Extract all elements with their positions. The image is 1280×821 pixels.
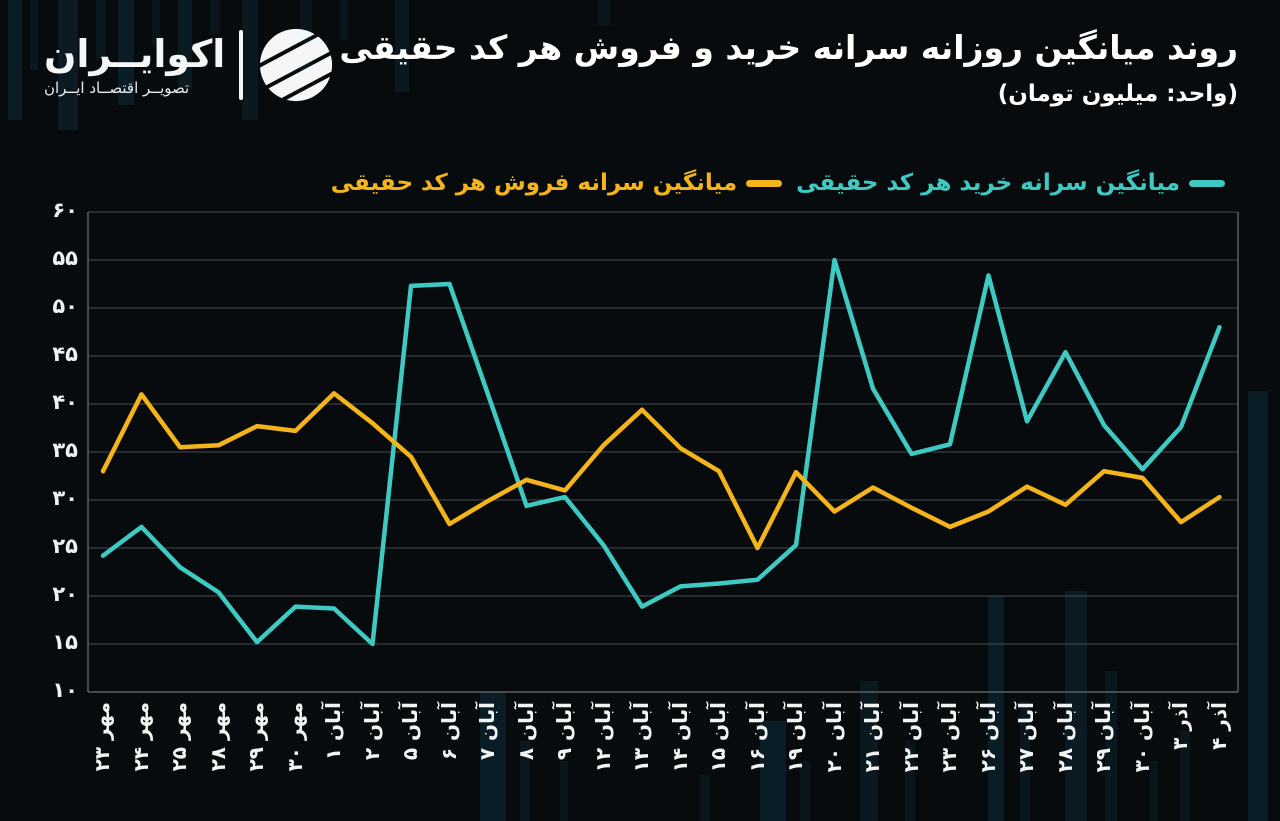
x-axis-tick-label: مهر ۲۵ — [167, 702, 191, 772]
bg-bar — [118, 0, 134, 105]
x-axis-tick-label: آبان ۲۰ — [821, 702, 846, 773]
bg-bar — [340, 0, 348, 40]
y-axis-tick-label: ۲۵ — [52, 534, 78, 558]
x-axis-tick-label: آبان ۲۳ — [937, 702, 961, 773]
x-axis-tick-label: آبان ۲۲ — [898, 702, 923, 773]
bg-bar — [480, 691, 506, 821]
x-axis-tick-label: آبان ۹ — [552, 702, 576, 761]
chart-unit-subtitle: (واحد: میلیون تومان) — [997, 81, 1238, 107]
brand-tagline: تصویــر اقتصــاد ایــران — [44, 78, 190, 97]
buy-series-marker-icon — [1189, 179, 1225, 187]
buy-series-line — [100, 257, 1222, 647]
bg-bar — [210, 0, 220, 34]
bg-bar — [58, 0, 78, 130]
x-axis-tick-label: آبان ۲۱ — [860, 702, 884, 773]
bg-bar — [760, 721, 786, 821]
sell-series-line — [100, 391, 1222, 551]
y-axis-tick-label: ۶۰ — [52, 198, 78, 222]
x-axis-tick-label: آبان ۱۳ — [629, 702, 653, 773]
x-axis-tick-label: آبان ۲۹ — [1091, 702, 1115, 773]
brand-name: اکوایــران — [44, 32, 226, 77]
y-axis-tick-label: ۴۰ — [52, 390, 78, 414]
x-axis-tick-label: آبان ۱۹ — [783, 702, 807, 773]
bg-bar — [560, 761, 568, 821]
x-axis-tick-label: آبان ۱۵ — [706, 702, 730, 773]
x-axis-tick-label: آبان ۲۸ — [1052, 702, 1077, 773]
bg-bar — [1020, 701, 1030, 821]
bg-bar — [242, 0, 258, 120]
chart-legend: میانگین سرانه خرید هر کد حقیقی میانگین س… — [331, 170, 1225, 196]
bg-bar — [96, 0, 106, 60]
bg-bar — [598, 0, 610, 26]
legend-entry-buy: میانگین سرانه خرید هر کد حقیقی — [796, 170, 1225, 196]
y-axis-tick-label: ۵۰ — [52, 294, 78, 318]
bg-bar — [988, 596, 1004, 821]
x-axis-tick-label: آبان ۱۲ — [590, 702, 615, 773]
bg-bar — [1248, 391, 1268, 821]
x-axis-tick-label: آبان ۷ — [475, 702, 499, 761]
x-axis-tick-label: آبان ۶ — [436, 702, 461, 761]
y-axis-tick-label: ۱۰ — [52, 678, 78, 702]
x-axis-tick-label: آبان ۱ — [321, 702, 345, 761]
x-axis-tick-label: مهر ۲۸ — [205, 702, 230, 772]
bg-bar — [1065, 591, 1087, 821]
y-axis-tick-label: ۳۰ — [52, 486, 78, 510]
x-axis-tick-label: مهر ۲۹ — [244, 702, 268, 772]
buy-series-label: میانگین سرانه خرید هر کد حقیقی — [796, 170, 1180, 196]
x-axis-tick-label: مهر ۳۰ — [282, 702, 307, 772]
x-axis-tick-label: آبان ۲۷ — [1014, 702, 1038, 773]
x-axis-tick-label: آبان ۵ — [398, 702, 422, 761]
y-axis-tick-label: ۳۵ — [52, 438, 78, 462]
x-axis-tick-label: آذر ۳ — [1168, 702, 1192, 750]
ecoiran-logo-icon — [257, 26, 336, 104]
title-block: روند میانگین روزانه سرانه خرید و فروش هر… — [339, 28, 1238, 107]
x-axis-tick-label: مهر ۲۴ — [128, 702, 153, 772]
bg-bar — [1180, 731, 1190, 821]
bg-bar — [152, 0, 160, 46]
brand-text: اکوایــران تصویــر اقتصــاد ایــران — [44, 32, 226, 97]
x-axis-tick-label: آبان ۲۶ — [975, 702, 1000, 773]
bg-bar — [1150, 761, 1158, 821]
y-axis-tick-label: ۵۵ — [52, 246, 78, 270]
x-axis-tick-label: آبان ۱۴ — [667, 702, 692, 773]
bg-bar — [30, 0, 38, 70]
bg-bar — [395, 0, 409, 92]
x-axis-tick-label: آبان ۱۶ — [744, 702, 769, 773]
x-axis-tick-label: آبان ۸ — [513, 702, 538, 761]
legend-entry-sell: میانگین سرانه فروش هر کد حقیقی — [330, 170, 783, 196]
bg-bar — [860, 681, 878, 821]
bg-bar — [178, 0, 192, 88]
bg-bar — [905, 741, 915, 821]
y-axis-tick-label: ۴۵ — [52, 342, 78, 366]
x-axis-tick-label: آبان ۲ — [359, 702, 384, 761]
sell-series-marker-icon — [746, 179, 783, 187]
y-axis-tick-label: ۱۵ — [52, 630, 78, 654]
x-axis-tick-label: آذر ۴ — [1206, 702, 1231, 750]
chart-title: روند میانگین روزانه سرانه خرید و فروش هر… — [339, 28, 1238, 67]
sell-series-label: میانگین سرانه فروش هر کد حقیقی — [330, 170, 738, 196]
brand-block: اکوایــران تصویــر اقتصــاد ایــران — [44, 26, 336, 104]
brand-separator — [239, 30, 244, 100]
bg-bar — [8, 0, 22, 120]
bg-bar — [700, 775, 710, 821]
bg-bar — [800, 761, 810, 821]
x-axis-tick-label: آبان ۳۰ — [1129, 702, 1154, 773]
x-axis-tick-label: مهر ۲۳ — [90, 702, 114, 772]
bg-bar — [520, 741, 530, 821]
bg-bar — [1105, 671, 1117, 821]
y-axis-tick-label: ۲۰ — [52, 582, 78, 606]
